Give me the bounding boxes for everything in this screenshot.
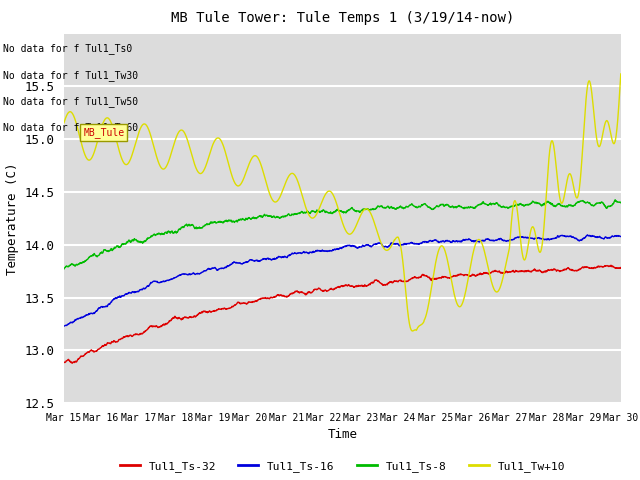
Legend: Tul1_Ts-32, Tul1_Ts-16, Tul1_Ts-8, Tul1_Tw+10: Tul1_Ts-32, Tul1_Ts-16, Tul1_Ts-8, Tul1_… xyxy=(115,457,570,477)
Text: No data for f Tul1_Ts0: No data for f Tul1_Ts0 xyxy=(3,43,132,54)
Y-axis label: Temperature (C): Temperature (C) xyxy=(6,162,19,275)
Text: MB_Tule: MB_Tule xyxy=(83,127,124,138)
Text: No data for f Tul1_Tw30: No data for f Tul1_Tw30 xyxy=(3,70,138,81)
X-axis label: Time: Time xyxy=(328,429,357,442)
Text: No data for f Tul1_Tw60: No data for f Tul1_Tw60 xyxy=(3,122,138,133)
Title: MB Tule Tower: Tule Temps 1 (3/19/14-now): MB Tule Tower: Tule Temps 1 (3/19/14-now… xyxy=(171,12,514,25)
Text: No data for f Tul1_Tw50: No data for f Tul1_Tw50 xyxy=(3,96,138,107)
